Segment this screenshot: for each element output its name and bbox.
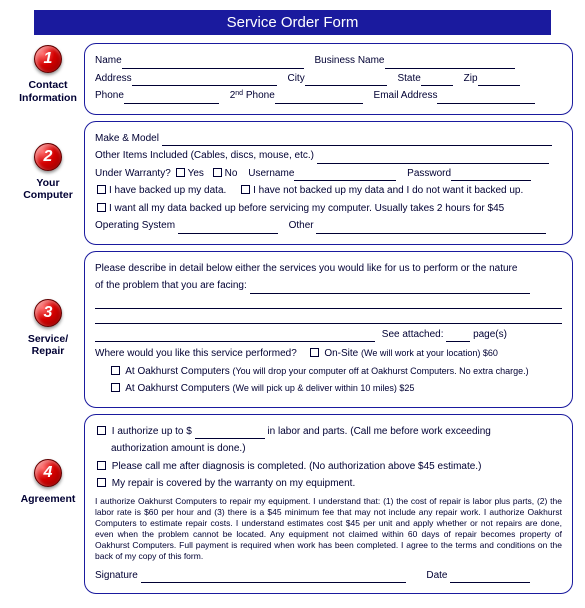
badge-label-4: Agreement [21,493,76,506]
field-phone[interactable] [124,93,219,104]
badge-1: 1 [34,45,62,73]
label-oak1: At Oakhurst Computers [125,366,229,377]
badge-col-3: 3 Service/ Repair [12,251,84,358]
badge-2: 2 [34,143,62,171]
label-state: State [397,73,420,84]
label-name: Name [95,55,122,66]
label-nd: nd [235,90,243,97]
checkbox-warranty-cov[interactable] [97,478,106,487]
label-auth-a: I authorize up to $ [112,426,192,437]
label-username: Username [248,168,294,179]
badge-col-2: 2 Your Computer [12,121,84,202]
checkbox-notbacked[interactable] [241,185,250,194]
label-wantbackup: I want all my data backed up before serv… [109,203,504,214]
label-zip: Zip [464,73,478,84]
field-email[interactable] [437,93,535,104]
panel-agreement: I authorize up to $ in labor and parts. … [84,414,573,595]
label-date: Date [426,570,447,581]
field-other-items[interactable] [317,153,549,164]
label-describe1: Please describe in detail below either t… [95,263,517,274]
checkbox-wantbackup[interactable] [97,203,106,212]
field-describe-line4[interactable] [95,331,375,342]
section-computer: 2 Your Computer Make & Model Other Items… [12,121,573,245]
badge-label-2: Your Computer [23,177,73,202]
badge-col-1: 1 Contact Information [12,43,84,104]
checkbox-onsite[interactable] [310,348,319,357]
label-onsite: On-Site [324,348,358,359]
field-os[interactable] [178,223,278,234]
field-make[interactable] [162,135,552,146]
label-notbacked: I have not backed up my data and I do no… [253,185,523,196]
badge-3: 3 [34,299,62,327]
checkbox-oak2[interactable] [111,383,120,392]
field-address[interactable] [132,75,277,86]
label-address: Address [95,73,132,84]
field-signature[interactable] [141,572,406,583]
field-business[interactable] [385,58,515,69]
label-yes: Yes [188,168,204,179]
field-phone2[interactable] [275,93,363,104]
badge-4: 4 [34,459,62,487]
field-city[interactable] [305,75,387,86]
field-username[interactable] [294,170,396,181]
panel-contact: Name Business Name Address City State Zi… [84,43,573,115]
label-attached: See attached: [382,329,444,340]
field-describe-line3[interactable] [95,312,562,324]
field-other2[interactable] [316,223,546,234]
badge-label-3: Service/ Repair [28,333,68,358]
panel-service: Please describe in detail below either t… [84,251,573,408]
label-password: Password [407,168,451,179]
title-bar: Service Order Form [34,10,551,35]
label-pages: page(s) [473,329,507,340]
label-os: Operating System [95,220,175,231]
checkbox-oak1[interactable] [111,366,120,375]
label-onsite-detail: (We will work at your location) $60 [361,348,498,358]
label-other2: Other [289,220,314,231]
section-agreement: 4 Agreement I authorize up to $ in labor… [12,414,573,595]
field-describe-line1[interactable] [250,283,530,294]
checkbox-yes[interactable] [176,168,185,177]
field-password[interactable] [451,170,531,181]
label-business: Business Name [314,55,384,66]
field-name[interactable] [122,58,304,69]
label-auth-c: authorization amount is done.) [111,443,246,454]
badge-col-4: 4 Agreement [12,414,84,506]
checkbox-callme[interactable] [97,461,106,470]
section-contact: 1 Contact Information Name Business Name… [12,43,573,115]
badge-label-1: Contact Information [19,79,77,104]
label-signature: Signature [95,570,138,581]
field-auth-amount[interactable] [195,428,265,439]
label-email: Email Address [374,90,438,101]
label-other-items: Other Items Included (Cables, discs, mou… [95,150,314,161]
label-oak1-detail: (You will drop your computer off at Oakh… [233,366,529,376]
field-describe-line2[interactable] [95,297,562,309]
label-where: Where would you like this service perfor… [95,348,297,359]
label-phone2b: Phone [243,90,275,101]
page: Service Order Form 1 Contact Information… [0,0,585,608]
checkbox-auth[interactable] [97,426,106,435]
checkbox-no[interactable] [213,168,222,177]
field-date[interactable] [450,572,530,583]
label-oak2: At Oakhurst Computers [125,383,229,394]
field-attached-pages[interactable] [446,331,470,342]
label-callme: Please call me after diagnosis is comple… [112,461,482,472]
label-backed: I have backed up my data. [109,185,226,196]
fine-print: I authorize Oakhurst Computers to repair… [95,496,562,562]
label-warranty: Under Warranty? [95,168,171,179]
field-zip[interactable] [478,75,520,86]
checkbox-backed[interactable] [97,185,106,194]
field-state[interactable] [421,75,453,86]
section-service: 3 Service/ Repair Please describe in det… [12,251,573,408]
label-make: Make & Model [95,133,159,144]
label-phone: Phone [95,90,124,101]
panel-computer: Make & Model Other Items Included (Cable… [84,121,573,245]
label-oak2-detail: (We will pick up & deliver within 10 mil… [233,383,415,393]
label-city: City [287,73,304,84]
label-describe2: of the problem that you are facing: [95,280,247,291]
label-auth-b: in labor and parts. (Call me before work… [267,426,490,437]
label-no: No [225,168,238,179]
label-warranty-cov: My repair is covered by the warranty on … [112,478,355,489]
